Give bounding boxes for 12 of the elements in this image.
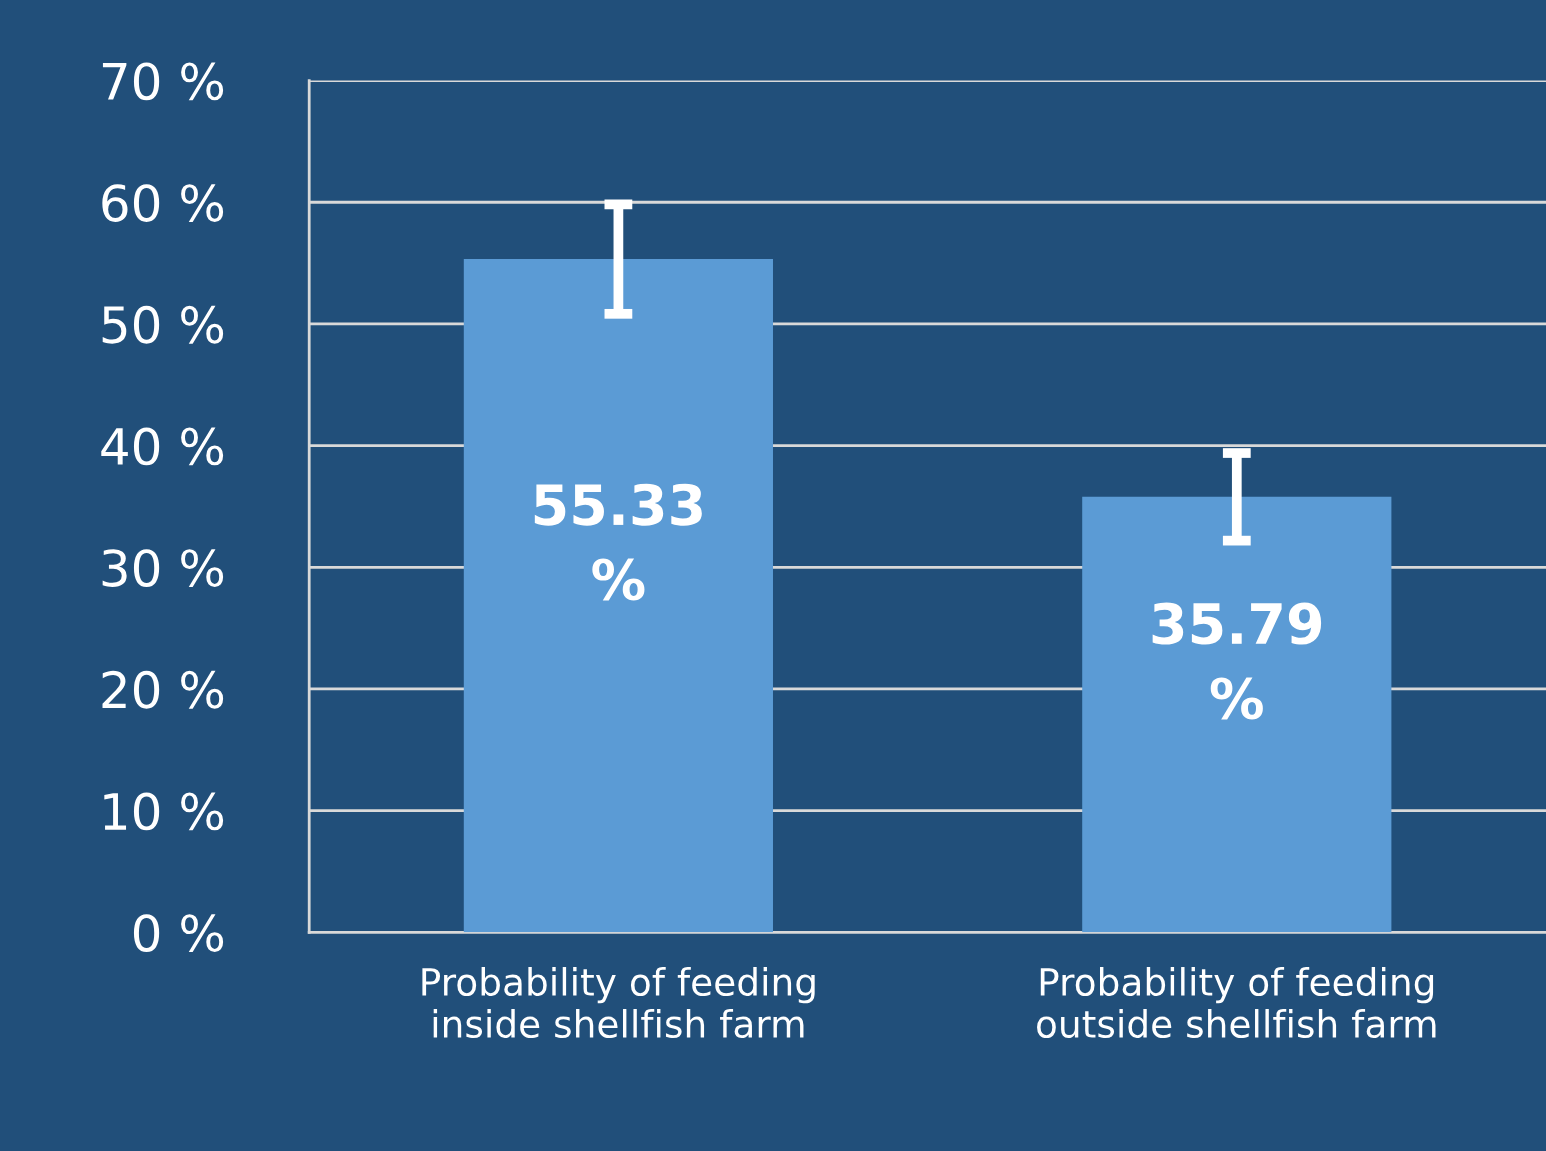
y-tick-label: 60 %	[102, 184, 224, 222]
y-tick-label: 20 %	[102, 670, 224, 709]
y-tick-label: 40 %	[101, 427, 224, 466]
y-tick-label: 70 %	[102, 62, 224, 101]
y-tick-label: 50 %	[102, 305, 224, 344]
data-label: 35.79 %	[1152, 602, 1322, 720]
data-label: 55.33 %	[534, 483, 702, 601]
x-tick-label: Probability of feeding inside shellfish farm	[422, 967, 815, 1039]
x-tick-label: Probability of feeding outside shellfish farm	[1037, 967, 1436, 1039]
y-tick-label: 30 %	[102, 549, 224, 587]
y-tick-label: 0 %	[133, 914, 224, 953]
y-tick-label: 10 %	[104, 792, 224, 831]
